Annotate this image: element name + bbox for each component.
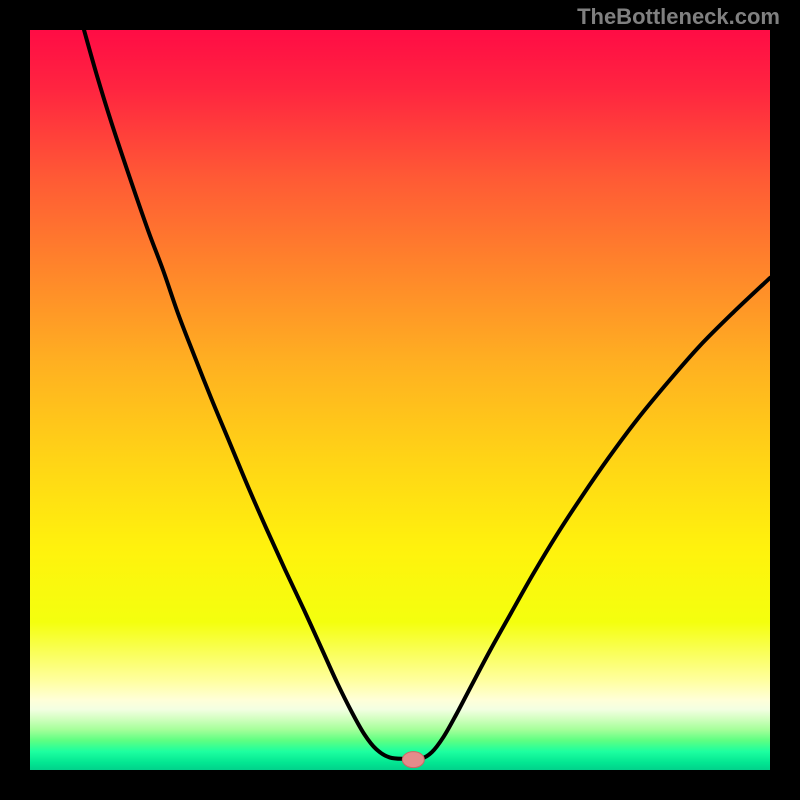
watermark-text: TheBottleneck.com: [577, 4, 780, 30]
bottleneck-chart: [0, 0, 800, 800]
optimal-point-marker: [402, 752, 424, 768]
chart-container: TheBottleneck.com: [0, 0, 800, 800]
gradient-background: [30, 30, 770, 770]
